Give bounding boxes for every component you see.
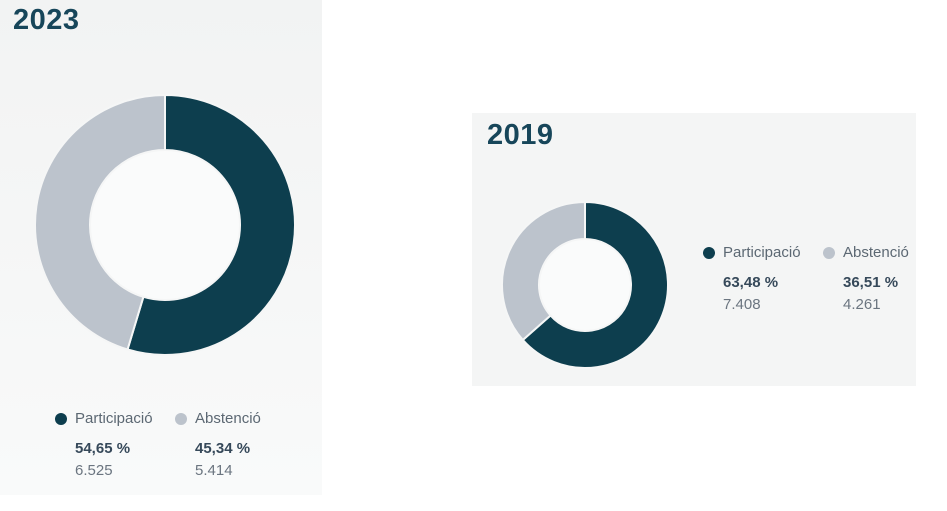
legend-toggle-abstencio[interactable]: Abstenció [823,244,922,261]
legend-item-abstencio: Abstenció 45,34 % 5.414 [175,410,274,479]
donut-segment-abstencio[interactable] [34,93,166,351]
legend-label: Abstenció [843,244,909,261]
donut-segment-abstencio[interactable] [501,200,586,342]
abstencio-count: 5.414 [195,462,233,479]
page-title: 2019 [487,119,554,151]
legend-toggle-participacio[interactable]: Participació [703,244,802,261]
legend-2019: Participació 63,48 % 7.408 Abstenció 36,… [703,244,922,313]
panel-2023: 2023 Participació 54,65 % 6.525 Abstenci… [0,0,322,495]
donut-svg [34,93,296,356]
page-title: 2023 [13,4,80,36]
legend-item-participacio: Participació 54,65 % 6.525 [55,410,154,479]
donut-segment-participacio[interactable] [126,93,296,356]
legend-toggle-participacio[interactable]: Participació [55,410,154,427]
participacio-percent: 63,48 % [723,274,779,291]
donut-svg [501,200,669,369]
participacio-percent: 54,65 % [75,440,131,457]
legend-2023: Participació 54,65 % 6.525 Abstenció 45,… [55,410,274,479]
abstencio-dot-icon [175,412,187,425]
abstencio-count: 4.261 [843,296,881,313]
donut-chart-2019[interactable] [501,200,669,369]
legend-item-abstencio: Abstenció 36,51 % 4.261 [823,244,922,313]
participacio-count: 6.525 [75,462,113,479]
donut-hole [90,150,240,300]
legend-label: Participació [75,410,153,427]
panel-2019: 2019 Participació 63,48 % 7.408 Abstenci… [472,113,916,386]
abstencio-percent: 36,51 % [843,274,899,291]
donut-chart-2023[interactable] [34,93,296,356]
legend-label: Abstenció [195,410,261,427]
legend-item-participacio: Participació 63,48 % 7.408 [703,244,802,313]
legend-toggle-abstencio[interactable]: Abstenció [175,410,274,427]
legend-label: Participació [723,244,801,261]
abstencio-percent: 45,34 % [195,440,251,457]
participacio-dot-icon [55,412,67,425]
donut-hole [539,239,631,331]
participacio-count: 7.408 [723,296,761,313]
participacio-dot-icon [703,246,715,259]
donut-segment-participacio[interactable] [521,200,669,369]
abstencio-dot-icon [823,246,835,259]
